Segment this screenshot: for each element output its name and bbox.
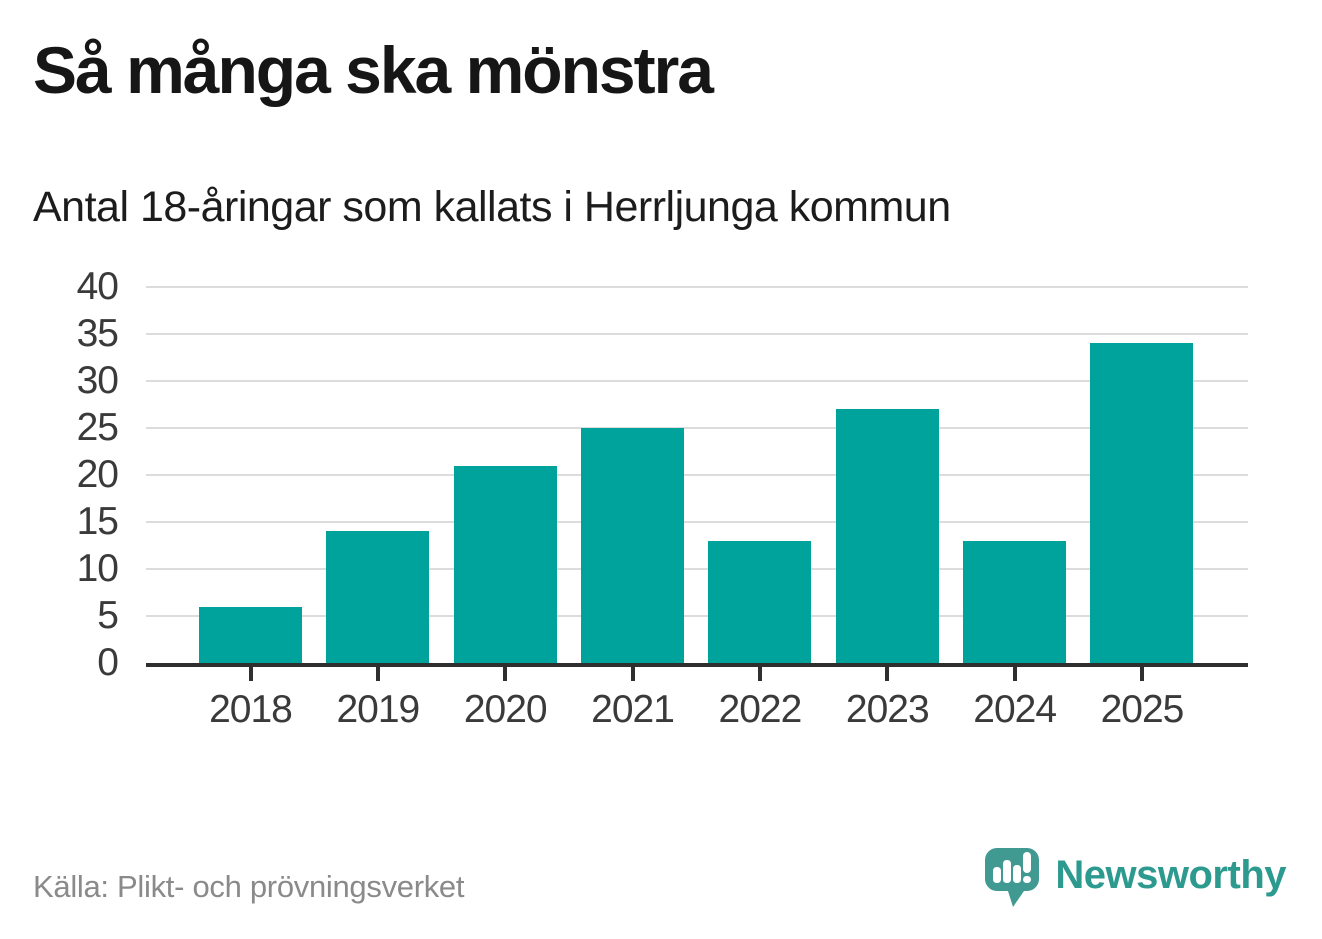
y-axis-label-0: 0 [97, 641, 119, 684]
x-axis-tick-2025 [1139, 667, 1144, 681]
logo-bar-mid [1013, 865, 1022, 883]
logo-bar-short [993, 867, 1002, 883]
gridline-30 [146, 380, 1248, 382]
y-axis-label-35: 35 [76, 312, 119, 355]
logo-exclamation-dot [1023, 876, 1032, 883]
bar-2025 [1090, 343, 1194, 663]
y-axis-label-40: 40 [76, 265, 119, 308]
y-axis-label-5: 5 [97, 594, 119, 637]
x-axis-tick-2019 [375, 667, 380, 681]
newsworthy-logo-icon [985, 848, 1040, 907]
gridline-40 [146, 286, 1248, 288]
x-axis-label-2021: 2021 [591, 688, 675, 731]
x-axis-tick-2018 [248, 667, 253, 681]
chart-title: Så många ska mönstra [33, 33, 714, 107]
source-note: Källa: Plikt- och prövningsverket [33, 869, 465, 904]
y-axis-label-15: 15 [76, 500, 119, 543]
logo-bar-tall [1003, 860, 1012, 883]
newsworthy-wordmark: Newsworthy [1055, 852, 1286, 897]
x-axis-line [146, 663, 1248, 667]
gridline-35 [146, 333, 1248, 335]
x-axis-label-2019: 2019 [336, 688, 420, 731]
logo-exclamation-stem [1023, 852, 1032, 873]
gridline-15 [146, 521, 1248, 523]
x-axis-tick-2024 [1012, 667, 1017, 681]
bar-2022 [708, 540, 812, 663]
x-axis-tick-2022 [757, 667, 762, 681]
x-axis-tick-2023 [885, 667, 890, 681]
gridline-10 [146, 568, 1248, 570]
x-axis-tick-2020 [503, 667, 508, 681]
x-axis-label-2022: 2022 [718, 688, 803, 731]
bar-2023 [835, 409, 939, 663]
bar-2019 [326, 531, 430, 663]
y-axis-label-25: 25 [76, 406, 119, 449]
x-axis-tick-2021 [630, 667, 635, 681]
y-axis-label-30: 30 [76, 359, 119, 402]
bar-2024 [963, 540, 1067, 663]
gridline-5 [146, 615, 1248, 617]
y-axis-label-20: 20 [76, 453, 119, 496]
chart-subtitle: Antal 18-åringar som kallats i Herrljung… [33, 183, 951, 231]
x-axis-label-2025: 2025 [1100, 688, 1185, 731]
newsworthy-brand: Newsworthy [985, 846, 1286, 912]
bar-2018 [199, 606, 302, 663]
gridline-20 [146, 474, 1248, 476]
x-axis-label-2024: 2024 [973, 688, 1057, 731]
x-axis-label-2018: 2018 [209, 688, 293, 731]
bar-2021 [581, 428, 685, 663]
x-axis-label-2020: 2020 [463, 688, 548, 731]
gridline-25 [146, 427, 1248, 429]
bar-2020 [453, 465, 557, 663]
x-axis-label-2023: 2023 [845, 688, 930, 731]
y-axis-label-10: 10 [76, 547, 119, 590]
